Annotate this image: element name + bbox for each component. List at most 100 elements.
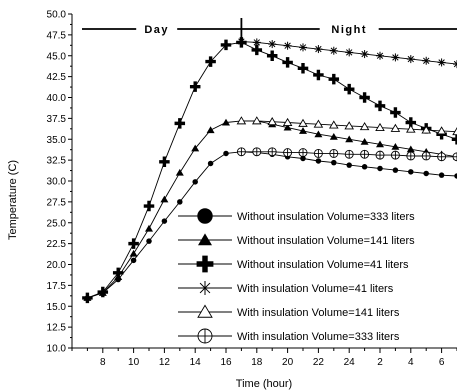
y-tick-label: 20.0 xyxy=(47,260,67,271)
legend-label: Without insulation Volume=141 liters xyxy=(237,235,415,247)
data-point xyxy=(422,56,431,65)
data-point xyxy=(314,45,323,54)
y-tick-label: 40.0 xyxy=(47,93,67,104)
data-point xyxy=(423,170,429,177)
data-point xyxy=(376,51,384,60)
data-point xyxy=(421,125,431,134)
data-point xyxy=(328,73,340,85)
y-tick-label: 37.5 xyxy=(47,114,67,125)
data-point xyxy=(390,150,400,160)
data-point xyxy=(236,147,246,157)
legend-item: Without insulation Volume=141 liters xyxy=(178,233,415,247)
data-point xyxy=(344,121,354,130)
data-point xyxy=(299,127,307,134)
x-tick-label: 20 xyxy=(282,357,294,368)
data-point xyxy=(159,156,170,168)
data-point xyxy=(438,172,445,178)
data-point xyxy=(374,100,386,112)
data-point xyxy=(205,56,216,67)
y-tick-label: 30.0 xyxy=(47,177,67,188)
legend-marker xyxy=(196,255,214,273)
legend-label: Without insulation Volume=333 liters xyxy=(237,211,415,223)
data-point xyxy=(360,50,369,59)
data-point xyxy=(359,92,370,103)
data-point xyxy=(375,122,385,132)
legend-marker xyxy=(197,208,213,224)
data-point xyxy=(345,48,354,57)
data-point xyxy=(329,46,338,55)
legend-label: Without insulation Volume=41 liters xyxy=(237,259,409,271)
legend-item: With insulation Volume=333 liters xyxy=(178,328,400,344)
data-point xyxy=(392,167,399,173)
data-point xyxy=(206,126,215,134)
data-point xyxy=(252,147,262,157)
data-point xyxy=(174,118,186,129)
data-point xyxy=(128,238,139,249)
data-point xyxy=(377,165,383,172)
data-point xyxy=(360,137,369,145)
legend-item: With insulation Volume=41 liters xyxy=(178,281,394,295)
x-tick-label: 10 xyxy=(128,357,140,368)
axes-layer: 10.0 12.5 15.0 17.5 20.0 22.5 25.0 27.5 30.0 32.5… xyxy=(47,10,457,368)
legend-marker xyxy=(197,328,213,344)
data-point xyxy=(391,53,400,62)
data-point xyxy=(406,55,415,64)
y-axis-title: Temperature (C) xyxy=(7,160,19,240)
data-point xyxy=(236,116,247,125)
data-point xyxy=(146,238,152,244)
data-point xyxy=(437,58,446,67)
data-point xyxy=(207,160,214,167)
legend: Without insulation Volume=333 liters With… xyxy=(178,208,415,344)
y-tick-label: 47.5 xyxy=(47,30,67,41)
data-point xyxy=(266,50,278,61)
x-tick-label: 6 xyxy=(439,357,445,368)
data-point xyxy=(329,132,338,140)
data-point xyxy=(375,150,385,160)
data-point xyxy=(189,81,201,92)
x-tick-label: 24 xyxy=(344,357,356,368)
data-point xyxy=(452,152,457,162)
series-1 xyxy=(84,149,457,301)
data-point xyxy=(313,69,324,81)
data-point xyxy=(251,44,263,56)
x-tick-label: 4 xyxy=(408,357,414,368)
data-point xyxy=(406,145,415,153)
series-5 xyxy=(236,116,457,136)
data-point xyxy=(298,148,308,158)
series-4 xyxy=(237,37,457,69)
x-axis-title: Time (hour) xyxy=(236,378,292,390)
data-point xyxy=(282,57,293,68)
x-tick-label: 8 xyxy=(100,357,106,368)
legend-item: Without insulation Volume=41 liters xyxy=(178,255,409,273)
series-2 xyxy=(83,117,457,301)
y-tick-label: 12.5 xyxy=(47,323,67,334)
legend-item: Without insulation Volume=333 liters xyxy=(178,208,415,224)
y-tick-label: 27.5 xyxy=(47,197,67,208)
period-label-night: Night xyxy=(331,24,367,36)
data-point xyxy=(222,118,230,126)
y-tick-label: 15.0 xyxy=(47,302,67,313)
x-tick-label: 12 xyxy=(159,357,171,368)
data-point xyxy=(191,144,200,152)
data-point xyxy=(361,164,368,170)
data-point xyxy=(237,37,246,46)
data-point xyxy=(112,267,124,279)
legend-marker xyxy=(198,233,212,246)
data-point xyxy=(129,249,138,257)
x-tick-label: 16 xyxy=(220,357,232,368)
data-point xyxy=(390,107,401,118)
data-point xyxy=(376,140,384,148)
data-point xyxy=(175,168,184,176)
series-6 xyxy=(236,147,457,162)
data-point xyxy=(97,286,109,298)
data-point xyxy=(177,199,183,205)
data-point xyxy=(452,127,457,136)
data-point xyxy=(283,148,293,158)
data-point xyxy=(315,158,322,164)
day-night-indicator: Day Night xyxy=(82,18,457,45)
data-point xyxy=(161,218,168,224)
data-point xyxy=(298,118,308,127)
data-point xyxy=(391,142,400,150)
data-point xyxy=(160,195,169,203)
